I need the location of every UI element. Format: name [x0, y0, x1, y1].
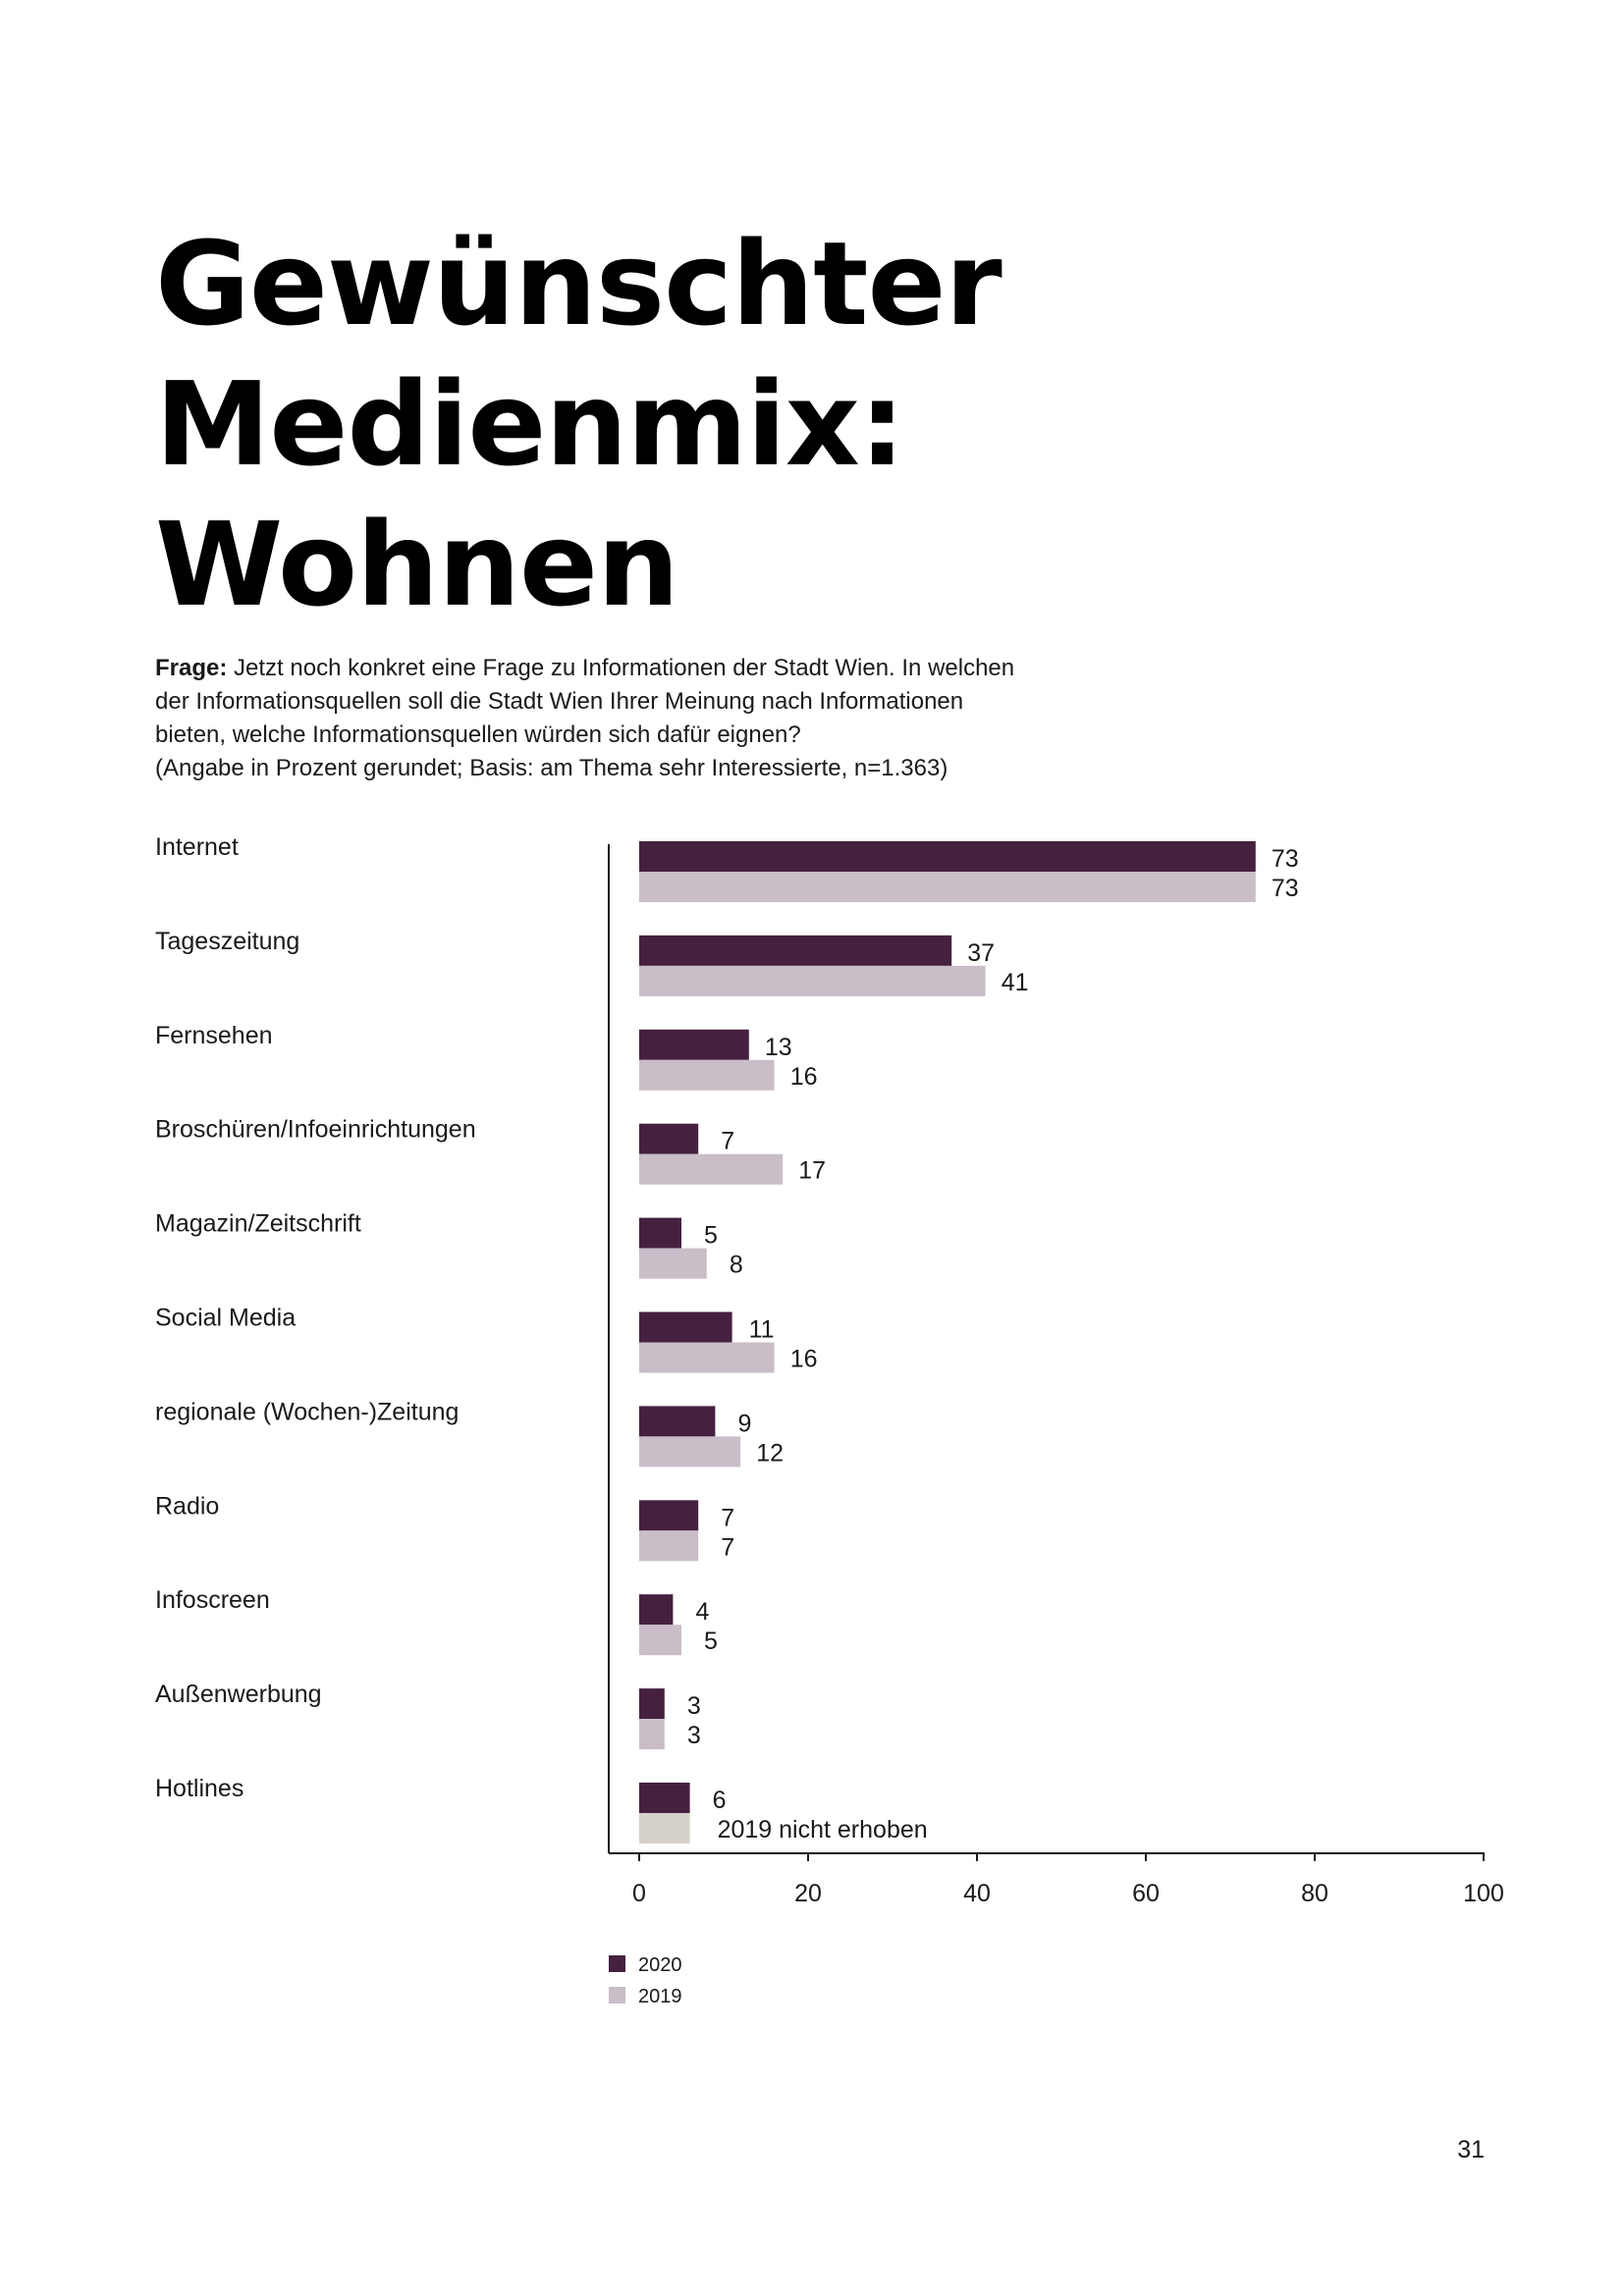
category-5-bar-2020 [639, 1311, 732, 1343]
category-4-bar-2019 [639, 1248, 707, 1279]
category-1-bar-2020 [639, 934, 952, 966]
category-4-value-2020: 5 [704, 1222, 718, 1250]
category-3-bar-2020 [639, 1123, 699, 1154]
x-tick-label-80: 80 [1301, 1880, 1328, 1907]
question-line-1: Frage: Jetzt noch konkret eine Frage zu … [155, 652, 1098, 685]
category-0-label: Internet [155, 833, 239, 861]
category-8-label: Infoscreen [155, 1586, 270, 1614]
title-line-2: Medienmix: [155, 356, 905, 492]
category-0-bar-2020 [639, 841, 1256, 872]
category-7-value-2019: 7 [721, 1533, 734, 1561]
page-title: Gewünschter Medienmix: Wohnen [155, 214, 1002, 635]
category-6-bar-2019 [639, 1436, 741, 1468]
category-4-value-2019: 8 [730, 1252, 743, 1279]
category-10-bar-2019-not-collected [639, 1813, 690, 1843]
question-text: Frage: Jetzt noch konkret eine Frage zu … [155, 652, 1098, 785]
category-6-label: regionale (Wochen-)Zeitung [155, 1398, 459, 1425]
category-2-bar-2019 [639, 1059, 775, 1091]
category-7-bar-2019 [639, 1530, 699, 1562]
category-0-value-2020: 73 [1272, 845, 1299, 873]
category-5-bar-2019 [639, 1342, 775, 1373]
category-9-bar-2020 [639, 1688, 665, 1720]
category-8-value-2020: 4 [695, 1598, 709, 1626]
category-8-value-2019: 5 [704, 1628, 718, 1655]
category-9-value-2019: 3 [687, 1722, 701, 1749]
category-3-label: Broschüren/Infoeinrichtungen [155, 1116, 476, 1144]
category-7-bar-2020 [639, 1500, 699, 1531]
question-line-2: der Informationsquellen soll die Stadt W… [155, 688, 964, 715]
category-6-bar-2020 [639, 1406, 716, 1437]
category-6-value-2020: 9 [737, 1410, 751, 1437]
category-7-label: Radio [155, 1492, 219, 1520]
x-tick-label-40: 40 [963, 1880, 991, 1907]
category-9-value-2020: 3 [687, 1692, 701, 1720]
category-1-value-2020: 37 [967, 939, 995, 967]
category-0-bar-2019 [639, 872, 1256, 902]
question-line-4: (Angabe in Prozent gerundet; Basis: am T… [155, 755, 948, 781]
page-number: 31 [1457, 2136, 1485, 2163]
category-2-bar-2020 [639, 1029, 749, 1060]
category-1-bar-2019 [639, 965, 986, 996]
category-9-bar-2019 [639, 1719, 665, 1750]
category-8-bar-2020 [639, 1594, 674, 1626]
category-5-value-2020: 11 [749, 1316, 775, 1344]
category-10-label: Hotlines [155, 1775, 244, 1802]
category-0-value-2019: 73 [1272, 875, 1299, 902]
question-line-1-text: Jetzt noch konkret eine Frage zu Informa… [227, 655, 1015, 681]
category-6-value-2019: 12 [756, 1439, 784, 1467]
category-1-value-2019: 41 [1001, 969, 1029, 996]
category-5-value-2019: 16 [790, 1346, 818, 1373]
question-label: Frage: [155, 655, 228, 681]
category-5-label: Social Media [155, 1305, 296, 1332]
legend-label-2019: 2019 [638, 1986, 682, 2007]
category-7-value-2020: 7 [721, 1504, 734, 1531]
category-10-value-2020: 6 [713, 1787, 727, 1814]
x-tick-label-0: 0 [632, 1880, 646, 1907]
category-8-bar-2019 [639, 1625, 681, 1656]
x-tick-label-60: 60 [1132, 1880, 1160, 1907]
category-4-bar-2020 [639, 1217, 681, 1249]
legend-swatch-2019 [609, 1987, 625, 2003]
x-tick-label-100: 100 [1463, 1880, 1504, 1907]
title-line-3: Wohnen [155, 497, 679, 632]
title-line-1: Gewünschter [155, 216, 1002, 351]
category-10-bar-2020 [639, 1783, 690, 1813]
category-3-value-2019: 17 [798, 1157, 826, 1185]
category-3-bar-2019 [639, 1153, 784, 1185]
category-1-label: Tageszeitung [155, 928, 299, 955]
x-tick-label-20: 20 [794, 1880, 822, 1907]
category-2-value-2020: 13 [765, 1034, 792, 1061]
category-4-label: Magazin/Zeitschrift [155, 1210, 361, 1238]
legend-label-2020: 2020 [638, 1954, 682, 1976]
category-10-note-2019: 2019 nicht erhoben [718, 1816, 928, 1843]
category-2-label: Fernsehen [155, 1022, 273, 1049]
category-3-value-2020: 7 [721, 1128, 734, 1155]
category-9-label: Außenwerbung [155, 1681, 322, 1708]
legend-swatch-2020 [609, 1955, 625, 1972]
question-line-3: bieten, welche Informationsquellen würde… [155, 721, 801, 748]
category-2-value-2019: 16 [790, 1063, 818, 1091]
